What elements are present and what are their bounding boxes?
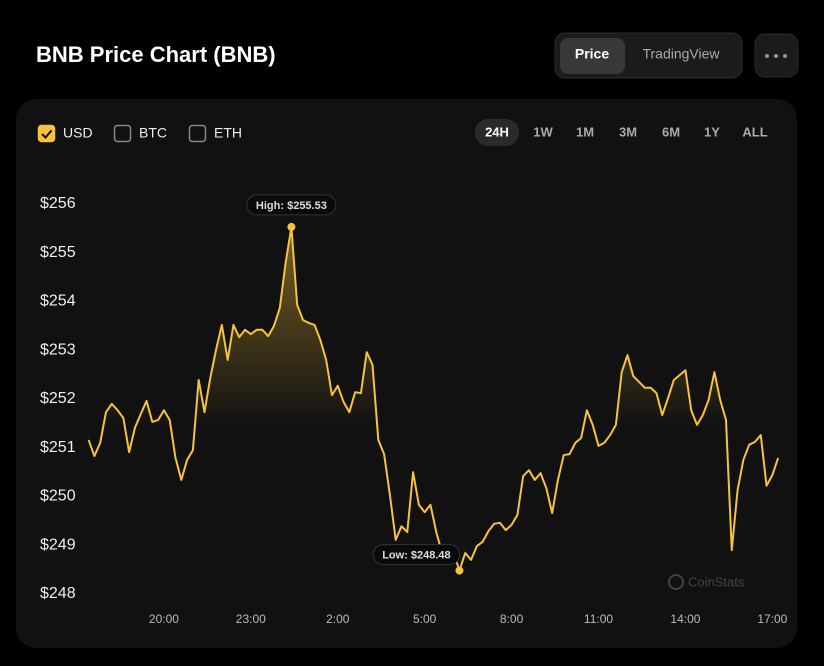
x-tick-label: 23:00 (236, 612, 266, 626)
y-tick-label: $256 (40, 195, 76, 212)
x-tick-label: 20:00 (149, 612, 179, 626)
toggle-button[interactable]: TradingView (642, 46, 720, 62)
y-tick-label: $252 (40, 390, 76, 407)
high-label: High: $255.53 (256, 200, 327, 212)
y-tick-label: $251 (40, 439, 76, 456)
tooltip-bg (372, 544, 461, 566)
range-label: 1Y (704, 124, 720, 139)
y-tick-label: $248 (40, 585, 76, 602)
currency-label: BTC (139, 125, 167, 141)
range-label: 6M (662, 124, 680, 139)
tooltip-bg (246, 194, 337, 216)
x-tick-label: 8:00 (500, 612, 524, 626)
range-button[interactable]: 1M (576, 124, 594, 139)
low-tooltip: Low: $248.48 (372, 544, 461, 566)
checkbox-box (37, 124, 56, 143)
range-button[interactable]: 24H (475, 119, 519, 146)
range-button[interactable]: 3M (619, 124, 637, 139)
price-line (87, 225, 780, 572)
price-area (88, 226, 779, 594)
range-label: 3M (619, 124, 637, 139)
x-tick-label: 17:00 (757, 612, 787, 626)
toggle-label: TradingView (642, 46, 720, 62)
y-tick-label: $253 (40, 341, 76, 358)
y-tick-label: $250 (40, 488, 76, 505)
high-marker (287, 222, 296, 231)
checkbox-box (188, 124, 207, 143)
toggle-selected-bg (560, 38, 625, 74)
currency-checkbox[interactable]: USD (37, 124, 93, 143)
range-selected-bg (475, 119, 519, 146)
currency-checkbox[interactable]: ETH (188, 124, 243, 143)
low-label: Low: $248.48 (382, 550, 450, 562)
range-label: 1M (576, 124, 594, 139)
y-tick-label: $254 (40, 293, 76, 310)
page-title: BNB Price Chart (BNB) (36, 42, 276, 67)
checkbox-box (113, 124, 132, 143)
x-tick-label: 11:00 (584, 612, 613, 626)
dots-button[interactable] (754, 33, 799, 78)
currency-label: USD (63, 125, 93, 141)
range-button[interactable]: 1Y (704, 124, 720, 139)
range-label: ALL (742, 124, 767, 139)
x-tick-label: 2:00 (326, 612, 350, 626)
x-tick-label: 5:00 (413, 612, 437, 626)
toggle-label: Price (575, 46, 609, 62)
range-button[interactable]: 1W (533, 124, 553, 139)
x-tick-label: 14:00 (670, 612, 700, 626)
range-button[interactable]: ALL (742, 124, 767, 139)
range-label: 1W (533, 124, 553, 139)
toggle-button[interactable]: Price (560, 38, 625, 74)
high-tooltip: High: $255.53 (246, 194, 337, 216)
currency-label: ETH (214, 125, 242, 141)
low-marker (455, 566, 464, 575)
checkbox-check (41, 129, 53, 139)
y-tick-label: $255 (40, 244, 76, 261)
range-label: 24H (485, 124, 509, 139)
range-button[interactable]: 6M (662, 124, 680, 139)
y-tick-label: $249 (40, 536, 76, 553)
currency-checkbox[interactable]: BTC (113, 124, 168, 143)
